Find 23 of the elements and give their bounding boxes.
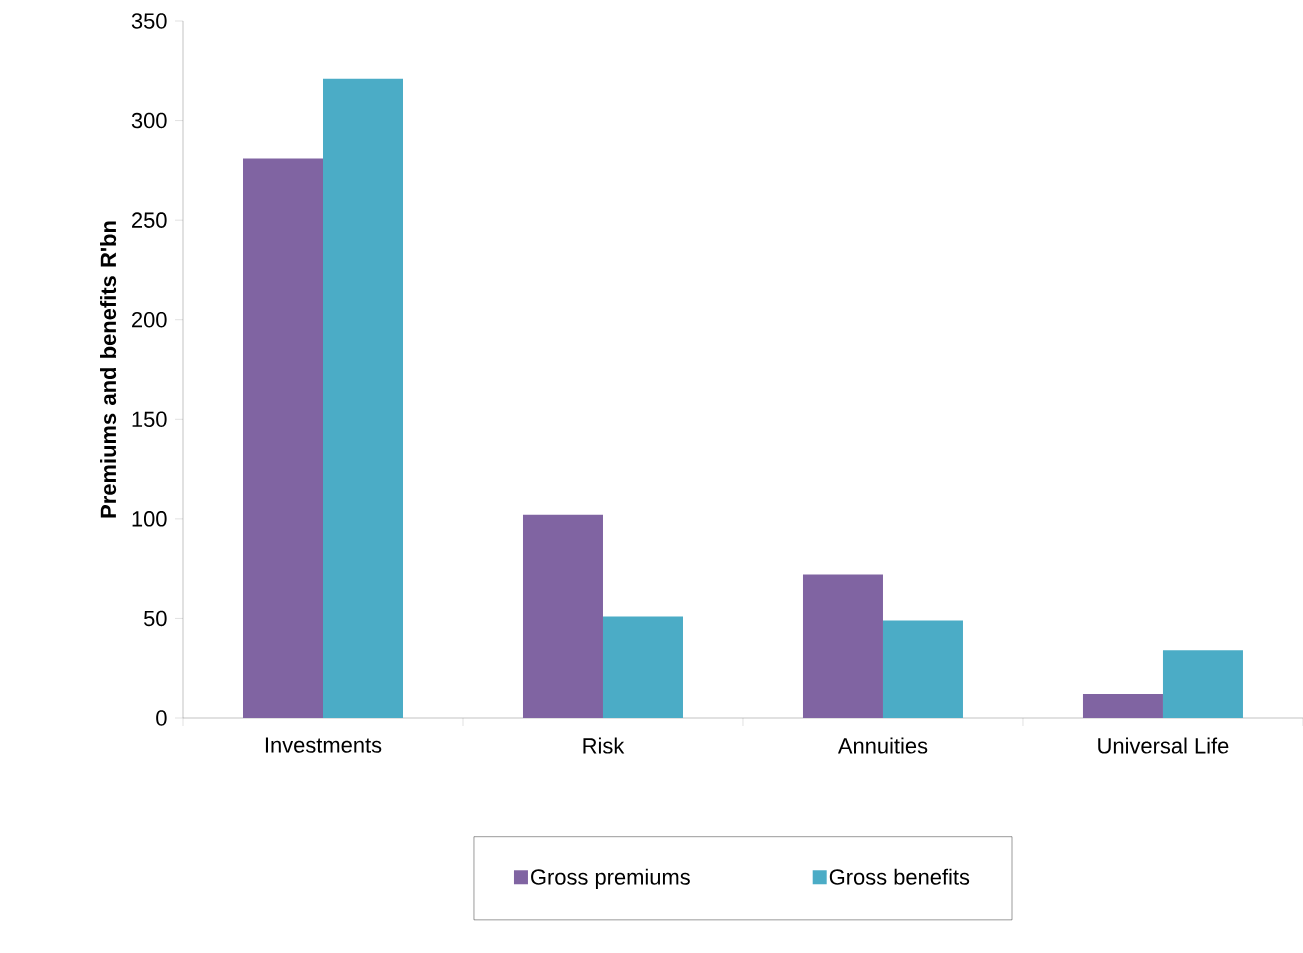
y-tick-label: 100 [132, 511, 167, 527]
x-tick-label: Universal Life [1098, 737, 1229, 754]
bar [802, 574, 883, 718]
bar [602, 616, 683, 718]
x-tick-label: Annuities [837, 737, 928, 754]
bar [1162, 650, 1243, 718]
x-tick-label: Investments [265, 737, 382, 753]
bar [243, 158, 323, 718]
y-tick-label: 50 [143, 610, 167, 627]
bar [882, 620, 963, 718]
y-tick-label: 200 [132, 311, 167, 328]
legend-label: Gross premiums [531, 868, 690, 890]
y-tick-label: 300 [131, 112, 167, 129]
y-tick-label: 350 [131, 13, 167, 29]
x-tick-label: Risk [583, 737, 625, 754]
y-tick-label: 250 [132, 212, 167, 228]
y-tick-label: 0 [156, 710, 167, 726]
legend-label: Gross benefits [829, 868, 970, 885]
y-axis-title: Premiums and benefits R'bn [100, 221, 117, 518]
bar [522, 514, 603, 718]
bar [323, 78, 403, 718]
bar [1082, 694, 1163, 718]
y-tick-label: 150 [132, 411, 167, 428]
